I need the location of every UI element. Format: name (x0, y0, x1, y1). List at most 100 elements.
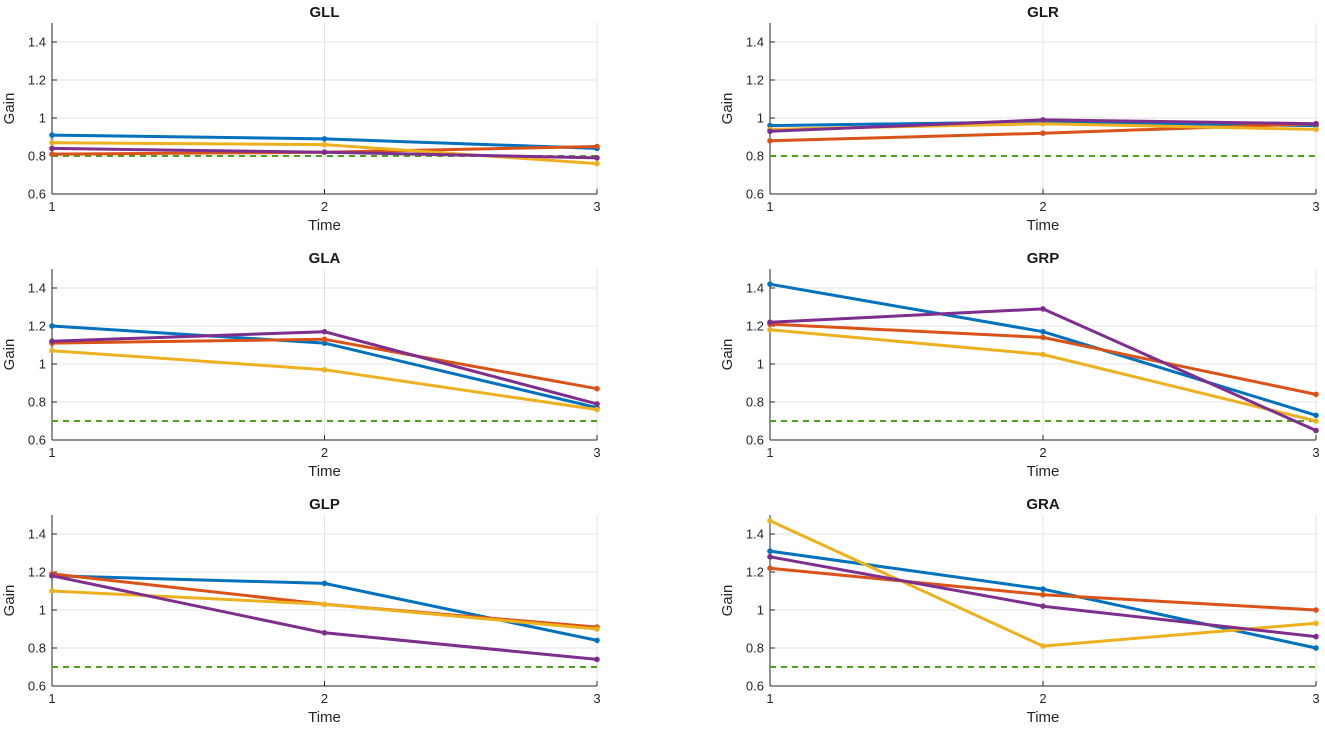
data-point (321, 366, 328, 373)
data-point (594, 385, 600, 392)
y-tick-label: 1.2 (28, 73, 46, 88)
y-tick-label: 1 (757, 603, 764, 618)
data-point (594, 626, 600, 632)
y-tick-label: 0.6 (746, 187, 764, 202)
data-point (1313, 607, 1319, 613)
data-point (594, 155, 600, 161)
y-tick-label: 1.4 (28, 281, 46, 296)
y-axis-label: Gain (719, 93, 736, 125)
panel-title: GLR (1027, 4, 1059, 21)
data-point (767, 565, 773, 571)
data-point (49, 588, 55, 594)
y-tick-label: 0.8 (28, 395, 46, 410)
x-tick-label: 3 (1312, 199, 1319, 214)
data-point (321, 136, 328, 142)
data-point (321, 149, 328, 155)
x-tick-label: 1 (766, 445, 773, 460)
y-tick-label: 1.2 (28, 565, 46, 580)
x-axis-label: Time (308, 709, 341, 726)
data-point (1313, 427, 1319, 434)
data-point (767, 319, 773, 326)
y-tick-label: 0.8 (28, 641, 46, 656)
data-point (1313, 645, 1319, 651)
data-point (1313, 633, 1319, 640)
data-point (1040, 328, 1046, 335)
y-axis-label: Gain (719, 585, 736, 617)
y-axis-label: Gain (1, 339, 18, 371)
x-tick-label: 2 (1039, 445, 1046, 460)
data-point (767, 548, 773, 554)
y-tick-label: 1.2 (746, 73, 764, 88)
data-point (321, 630, 328, 636)
y-axis-label: Gain (1, 93, 18, 125)
data-point (49, 139, 55, 146)
x-tick-label: 2 (321, 691, 328, 706)
y-tick-label: 0.8 (746, 395, 764, 410)
y-tick-label: 1.2 (746, 319, 764, 334)
x-tick-label: 2 (321, 199, 328, 214)
x-tick-label: 2 (321, 445, 328, 460)
data-point (49, 338, 55, 345)
data-point (49, 132, 55, 138)
data-point (1040, 306, 1046, 312)
panel-grp: 0.6 0.8 1 1.2 1.4 1 2 3 GRP Time Gain (719, 250, 1320, 480)
panel-gra: 0.6 0.8 1 1.2 1.4 1 2 3 GRA Time Gain (719, 496, 1320, 726)
data-point (767, 517, 773, 524)
data-point (49, 347, 55, 354)
y-tick-label: 1 (757, 357, 764, 372)
x-axis-label: Time (1027, 217, 1060, 234)
data-point (594, 637, 600, 644)
y-tick-label: 0.6 (28, 433, 46, 448)
data-point (594, 401, 600, 407)
y-tick-label: 0.6 (28, 679, 46, 694)
y-tick-label: 1 (757, 111, 764, 126)
data-point (767, 281, 773, 288)
data-point (1040, 334, 1046, 341)
data-point (767, 327, 773, 333)
panel-glr: 0.6 0.8 1 1.2 1.4 1 2 3 GLR Time Gain (719, 4, 1320, 234)
y-tick-label: 1.2 (28, 319, 46, 334)
panel-title: GRP (1027, 250, 1060, 267)
panel-gll: 0.6 0.8 1 1.2 1.4 1 2 3 GLL Time Gain (1, 4, 601, 234)
x-axis-label: Time (308, 463, 341, 480)
data-point (321, 328, 328, 335)
data-point (1313, 418, 1319, 424)
y-tick-label: 1 (39, 111, 46, 126)
data-point (1040, 603, 1046, 609)
y-tick-label: 1.4 (28, 527, 46, 542)
x-tick-label: 2 (1039, 691, 1046, 706)
data-point (1313, 412, 1319, 419)
y-tick-label: 0.8 (28, 149, 46, 164)
data-point (321, 580, 328, 587)
data-point (1313, 126, 1319, 133)
y-tick-label: 1.4 (746, 35, 764, 50)
data-point (767, 554, 773, 560)
x-tick-label: 1 (766, 199, 773, 214)
data-point (594, 143, 600, 150)
x-tick-label: 3 (1312, 691, 1319, 706)
data-point (1313, 120, 1319, 127)
x-axis-label: Time (308, 217, 341, 234)
data-point (767, 128, 773, 135)
panel-gla: 0.6 0.8 1 1.2 1.4 1 2 3 GLA Time Gain (1, 250, 601, 480)
data-point (767, 138, 773, 144)
data-point (1313, 391, 1319, 398)
y-tick-label: 0.8 (746, 641, 764, 656)
panel-title: GLP (309, 496, 340, 513)
data-point (594, 656, 600, 663)
x-axis-label: Time (1027, 463, 1060, 480)
data-point (1040, 643, 1046, 649)
panel-title: GLL (310, 4, 340, 21)
y-tick-label: 1.2 (746, 565, 764, 580)
y-tick-label: 1.4 (746, 281, 764, 296)
data-point (1040, 586, 1046, 592)
x-tick-label: 2 (1039, 199, 1046, 214)
data-point (1040, 592, 1046, 598)
y-tick-label: 0.6 (28, 187, 46, 202)
y-axis-label: Gain (1, 585, 18, 617)
panel-title: GRA (1026, 496, 1060, 513)
panel-glp: 0.6 0.8 1 1.2 1.4 1 2 3 GLP Time Gain (1, 496, 601, 726)
data-point (321, 601, 328, 608)
data-point (321, 141, 328, 148)
data-point (594, 160, 600, 167)
